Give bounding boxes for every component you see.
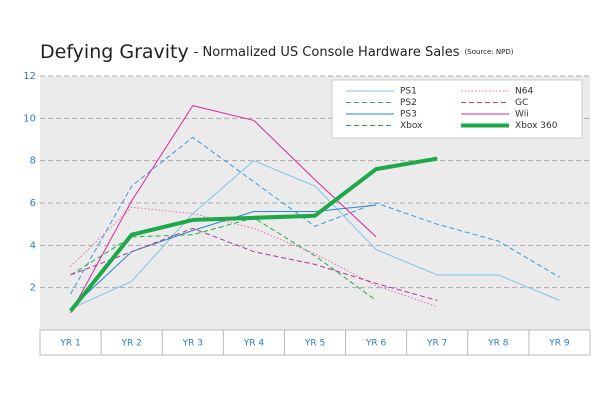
chart-title: Defying Gravity	[40, 41, 189, 63]
y-tick-label: 12	[23, 71, 36, 82]
x-tick-label: YR 2	[120, 339, 141, 349]
series-line	[70, 227, 438, 301]
series-line	[70, 206, 438, 308]
legend-label: Xbox	[400, 121, 423, 131]
y-tick-label: 6	[30, 198, 36, 209]
legend-label: N64	[515, 87, 533, 97]
series-line	[70, 217, 377, 301]
x-tick-label: YR 1	[59, 339, 80, 349]
legend-label: PS1	[400, 87, 417, 97]
y-tick-label: 2	[30, 283, 36, 294]
series-line	[70, 105, 377, 314]
legend-label: PS2	[400, 98, 417, 108]
y-tick-label: 10	[23, 113, 36, 124]
x-tick-label: YR 4	[243, 339, 265, 349]
chart-subtitle: - Normalized US Console Hardware Sales	[194, 45, 460, 60]
legend-label: Xbox 360	[515, 121, 558, 131]
x-tick-label: YR 5	[304, 339, 325, 349]
x-tick-label: YR 8	[487, 339, 509, 349]
series-line	[70, 160, 560, 310]
x-tick-label: YR 7	[426, 339, 447, 349]
y-tick-label: 8	[30, 156, 36, 167]
series-line	[68, 156, 438, 313]
chart-source: (Source: NPD)	[465, 48, 514, 56]
legend-label: Wii	[515, 110, 529, 120]
legend-label: PS3	[400, 110, 417, 120]
y-tick-label: 4	[30, 240, 36, 251]
chart-title-group: Defying Gravity - Normalized US Console H…	[40, 41, 514, 63]
x-tick-label: YR 6	[365, 339, 387, 349]
category-row	[39, 329, 591, 356]
legend-box	[331, 79, 583, 139]
series-line	[70, 136, 560, 295]
legend-label: GC	[515, 98, 528, 108]
x-tick-label: YR 9	[548, 339, 570, 349]
x-tick-label: YR 3	[182, 339, 203, 349]
